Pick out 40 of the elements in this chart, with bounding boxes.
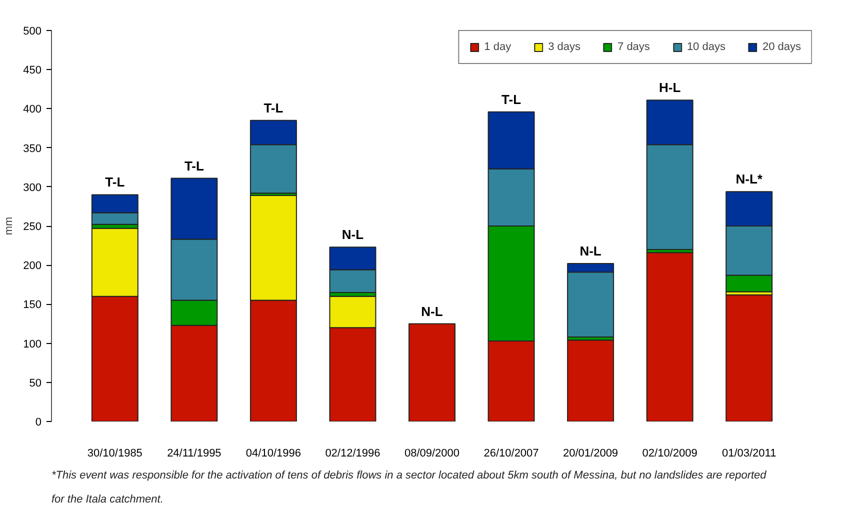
legend-label: 3 days: [548, 41, 581, 53]
legend-label: 1 day: [484, 41, 512, 53]
y-tick-label: 50: [29, 377, 42, 390]
x-tick-label: 04/10/1996: [246, 448, 301, 460]
annotation: N-L: [580, 244, 602, 259]
y-tick-label: 0: [35, 416, 42, 428]
x-tick-label: 30/10/1985: [87, 448, 142, 460]
annotation: T-L: [264, 100, 284, 116]
y-tick-label: 450: [23, 64, 42, 77]
annotation: T-L: [105, 174, 125, 190]
y-tick-label: 500: [23, 26, 42, 38]
x-tick-label: 24/11/1995: [167, 448, 222, 460]
x-tick-label: 26/10/2007: [484, 448, 539, 460]
bar: [726, 294, 773, 422]
legend-label: 10 days: [686, 41, 726, 53]
annotation: T-L: [184, 158, 204, 174]
x-tick-label: 02/12/1996: [325, 448, 380, 460]
bar: [646, 252, 694, 422]
y-tick-label: 150: [23, 299, 42, 312]
annotation: N-L: [421, 304, 443, 319]
y-tick-label: 300: [23, 182, 42, 194]
x-tick-label: 20/01/2009: [563, 448, 618, 460]
y-tick-label: 250: [23, 221, 42, 233]
legend-label: 7 days: [618, 41, 650, 53]
y-tick-label: 200: [23, 260, 42, 272]
annotation: H-L: [658, 80, 681, 96]
y-axis-title: mm: [3, 216, 16, 236]
x-tick-label: 02/10/2009: [642, 448, 698, 460]
x-tick-label: 01/03/2011: [722, 448, 776, 460]
y-tick-label: 350: [23, 142, 42, 155]
text: *This event was responsible for the activation of tens of debris flows in a sector located about 5km south of Messina, but no landslides are reported for the Itala catchment.: [52, 470, 768, 506]
bar: [567, 340, 614, 422]
y-tick-label: 100: [23, 338, 42, 350]
legend-label: 20 days: [762, 41, 801, 53]
x-tick-label: 08/09/2000: [404, 448, 460, 460]
bar: [408, 323, 456, 422]
annotation: N-L*: [736, 172, 764, 187]
y-tick-label: 400: [23, 104, 42, 116]
annotation: N-L: [342, 227, 364, 242]
annotation: T-L: [502, 92, 522, 107]
